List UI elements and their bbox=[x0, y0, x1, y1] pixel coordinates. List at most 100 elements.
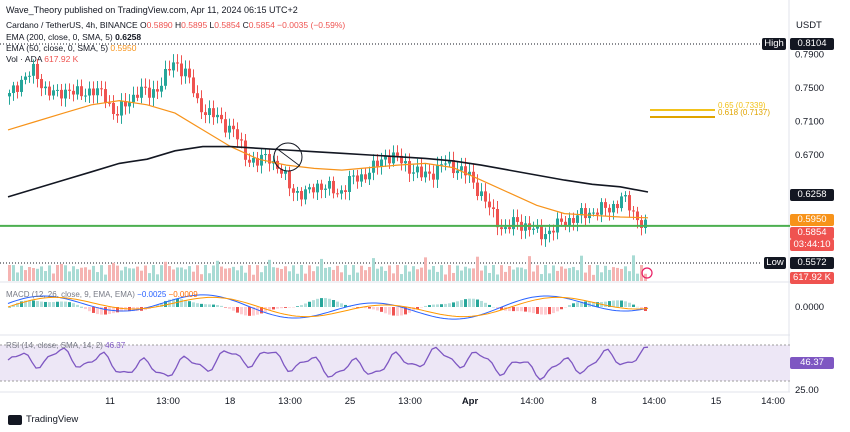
volume-bar bbox=[280, 269, 283, 281]
macd-histogram-bar bbox=[592, 301, 595, 307]
macd-histogram-bar bbox=[476, 299, 479, 307]
volume-bar bbox=[112, 262, 115, 281]
volume-bar bbox=[264, 265, 267, 281]
candle-body bbox=[208, 108, 211, 116]
candle-body bbox=[212, 108, 215, 118]
volume-bar bbox=[616, 267, 619, 281]
macd-histogram-bar bbox=[452, 302, 455, 307]
candle-body bbox=[616, 203, 619, 209]
macd-histogram-bar bbox=[440, 304, 443, 307]
macd-histogram-bar bbox=[44, 301, 47, 307]
macd-histogram-bar bbox=[480, 300, 483, 307]
macd-histogram-bar bbox=[256, 307, 259, 315]
candle-body bbox=[160, 85, 163, 92]
volume-bar bbox=[600, 272, 603, 281]
candle-body bbox=[112, 102, 115, 115]
volume-bar bbox=[508, 265, 511, 281]
time-tick-label: 14:00 bbox=[761, 396, 785, 407]
volume-bar bbox=[340, 272, 343, 281]
candle-body bbox=[612, 203, 615, 213]
volume-bar bbox=[184, 269, 187, 281]
candle-body bbox=[628, 195, 631, 211]
candle-body bbox=[124, 101, 127, 107]
macd-histogram-bar bbox=[188, 301, 191, 307]
macd-histogram-bar bbox=[444, 303, 447, 307]
volume-bar bbox=[440, 265, 443, 281]
volume-bar bbox=[240, 265, 243, 281]
candle-body bbox=[164, 68, 167, 86]
macd-histogram-bar bbox=[324, 298, 327, 307]
macd-histogram-bar bbox=[160, 303, 163, 307]
macd-histogram-bar bbox=[156, 305, 159, 307]
macd-histogram-bar bbox=[84, 307, 87, 310]
candle-body bbox=[128, 102, 131, 107]
volume-bar bbox=[168, 266, 171, 281]
candle-body bbox=[364, 174, 367, 180]
volume-bar bbox=[84, 267, 87, 281]
ema200-value-tag: 0.6258 bbox=[790, 189, 834, 201]
ema200-legend[interactable]: EMA (200, close, 0, SMA, 5) 0.6258 bbox=[6, 32, 142, 42]
candle-body bbox=[28, 75, 31, 77]
macd-histogram-bar bbox=[288, 307, 291, 308]
macd-histogram-bar bbox=[448, 303, 451, 307]
volume-bar bbox=[364, 270, 367, 281]
volume-bar bbox=[256, 265, 259, 281]
rsi-legend[interactable]: RSI (14, close, SMA, 14, 2) 46.37 bbox=[6, 341, 126, 350]
volume-bar bbox=[52, 273, 55, 281]
volume-bar bbox=[196, 265, 199, 281]
candle-body bbox=[492, 207, 495, 210]
macd-histogram-bar bbox=[376, 307, 379, 311]
time-tick-label: 18 bbox=[225, 396, 236, 407]
candle-body bbox=[608, 207, 611, 213]
macd-legend[interactable]: MACD (12, 26, close, 9, EMA, EMA) −0.002… bbox=[6, 290, 198, 299]
ema200-line bbox=[7, 145, 649, 198]
candle-body bbox=[636, 211, 639, 221]
ema50-legend[interactable]: EMA (50, close, 0, SMA, 5) 0.5950 bbox=[6, 43, 137, 53]
candle-body bbox=[88, 88, 91, 96]
volume-legend[interactable]: Vol · ADA 617.92 K bbox=[6, 54, 79, 64]
volume-bar bbox=[612, 267, 615, 281]
candle-body bbox=[288, 171, 291, 189]
volume-bar bbox=[564, 268, 567, 281]
annotation-circle bbox=[273, 142, 303, 172]
candle-body bbox=[456, 170, 459, 174]
fib-upper-label: 0.65 (0.7339) bbox=[718, 101, 766, 110]
volume-bar bbox=[428, 269, 431, 281]
candle-body bbox=[224, 119, 227, 133]
candle-body bbox=[136, 94, 139, 98]
volume-bar bbox=[200, 274, 203, 281]
macd-histogram-bar bbox=[464, 299, 467, 307]
candle-body bbox=[408, 161, 411, 174]
macd-histogram-bar bbox=[404, 307, 407, 315]
macd-histogram-bar bbox=[88, 307, 91, 312]
candle-body bbox=[12, 85, 15, 94]
volume-bar bbox=[296, 273, 299, 281]
candle-body bbox=[604, 202, 607, 208]
candle-body bbox=[68, 89, 71, 91]
macd-histogram-bar bbox=[276, 307, 279, 309]
volume-bar bbox=[632, 255, 635, 281]
currency-label[interactable]: USDT bbox=[796, 20, 822, 31]
macd-histogram-bar bbox=[608, 301, 611, 307]
macd-histogram-bar bbox=[416, 307, 419, 309]
time-tick-label: 13:00 bbox=[156, 396, 180, 407]
candle-body bbox=[328, 180, 331, 189]
candle-body bbox=[320, 183, 323, 190]
volume-bar bbox=[72, 266, 75, 281]
macd-histogram-bar bbox=[624, 301, 627, 307]
candle-body bbox=[296, 190, 299, 193]
high-label-tag: High bbox=[762, 38, 786, 50]
volume-bar bbox=[380, 266, 383, 281]
candle-body bbox=[148, 87, 151, 98]
volume-bar bbox=[504, 271, 507, 281]
macd-histogram-bar bbox=[500, 307, 503, 310]
macd-histogram-bar bbox=[36, 301, 39, 307]
macd-histogram-bar bbox=[384, 307, 387, 314]
candle-body bbox=[376, 160, 379, 167]
candle-body bbox=[316, 183, 319, 193]
time-tick-label: Apr bbox=[462, 396, 479, 407]
volume-bar bbox=[396, 265, 399, 281]
macd-histogram-bar bbox=[320, 298, 323, 307]
tradingview-logo[interactable]: TradingView bbox=[8, 414, 78, 425]
